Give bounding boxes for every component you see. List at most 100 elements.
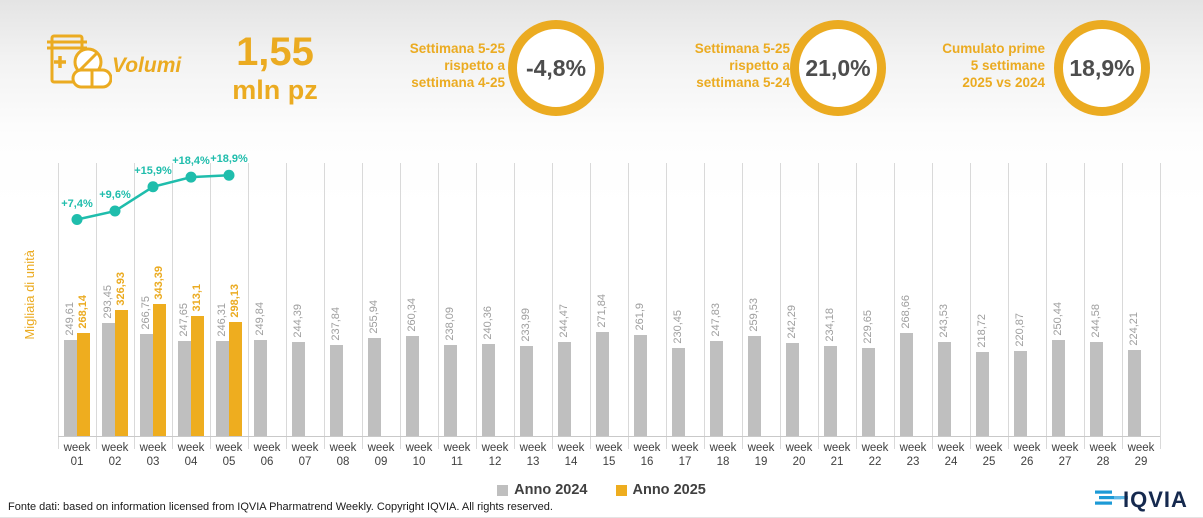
x-axis-tick-label: week 08 — [329, 442, 357, 468]
bar-value-2024: 249,84 — [253, 302, 266, 336]
category-gridline — [438, 163, 439, 449]
bar-value-2024: 243,53 — [937, 304, 950, 338]
bar-anno-2024 — [216, 341, 229, 436]
category-gridline — [96, 163, 97, 449]
bar-value-2024: 238,09 — [443, 307, 456, 341]
legend-swatch-2024 — [497, 484, 509, 496]
bar-anno-2024 — [596, 332, 609, 436]
category-gridline — [1160, 163, 1161, 449]
x-axis-tick-label: week 29 — [1127, 442, 1155, 468]
bar-anno-2024 — [976, 352, 989, 436]
y-axis-label: Migliaia di unità — [22, 250, 37, 340]
category-gridline — [590, 163, 591, 449]
x-axis-tick-label: week 09 — [367, 442, 395, 468]
legend-swatch-2025 — [615, 484, 627, 496]
category-gridline — [1008, 163, 1009, 449]
bar-value-2025: 326,93 — [114, 272, 127, 306]
growth-line-marker — [185, 171, 197, 183]
bar-value-2024: 220,87 — [1013, 313, 1026, 347]
bar-anno-2024 — [1052, 340, 1065, 436]
bar-value-2024: 255,94 — [367, 300, 380, 334]
bar-anno-2024 — [1090, 342, 1103, 436]
bar-anno-2024 — [824, 346, 837, 436]
category-gridline — [552, 163, 553, 449]
bar-value-2024: 260,34 — [405, 298, 418, 332]
x-axis-tick-label: week 18 — [709, 442, 737, 468]
category-gridline — [324, 163, 325, 449]
kpi-circle-year-over-year: 21,0% — [790, 20, 886, 116]
category-gridline — [514, 163, 515, 449]
bar-value-2024: 234,18 — [823, 308, 836, 342]
x-axis-tick-label: week 06 — [253, 442, 281, 468]
growth-line-value: +18,9% — [210, 153, 248, 166]
category-gridline — [286, 163, 287, 449]
category-gridline — [362, 163, 363, 449]
bar-anno-2025 — [191, 316, 204, 436]
x-axis-tick-label: week 21 — [823, 442, 851, 468]
svg-text:IQVIA: IQVIA — [1123, 487, 1188, 512]
category-gridline — [742, 163, 743, 449]
legend-label-2024: Anno 2024 — [514, 482, 588, 498]
bar-anno-2024 — [1014, 351, 1027, 436]
bar-anno-2024 — [482, 344, 495, 436]
kpi-label-cumulative: Cumulato prime 5 settimane 2025 vs 2024 — [942, 41, 1045, 90]
category-gridline — [172, 163, 173, 449]
kpi-value-cumulative: 18,9% — [1069, 54, 1135, 81]
x-axis-tick-label: week 27 — [1051, 442, 1079, 468]
bar-value-2024: 247,65 — [177, 303, 190, 337]
bar-value-2025: 343,39 — [152, 266, 165, 300]
bar-value-2024: 259,53 — [747, 298, 760, 332]
bar-anno-2024 — [672, 348, 685, 436]
growth-line-marker — [147, 181, 159, 193]
bar-value-2024: 230,45 — [671, 310, 684, 344]
bar-anno-2024 — [140, 334, 153, 436]
bar-anno-2024 — [520, 346, 533, 436]
kpi-value-year-over-year: 21,0% — [805, 54, 871, 81]
category-gridline — [1122, 163, 1123, 449]
category-gridline — [476, 163, 477, 449]
x-axis-tick-label: week 02 — [101, 442, 129, 468]
bar-anno-2024 — [710, 341, 723, 436]
legend-item-2025: Anno 2025 — [615, 482, 706, 498]
bar-value-2024: 244,47 — [557, 304, 570, 338]
bar-anno-2024 — [634, 335, 647, 436]
category-gridline — [400, 163, 401, 449]
x-axis-tick-label: week 14 — [557, 442, 585, 468]
bar-value-2024: 224,21 — [1127, 312, 1140, 346]
kpi-label-year-over-year: Settimana 5-25 rispetto a settimana 5-24 — [694, 41, 790, 90]
bar-anno-2024 — [368, 338, 381, 436]
bar-value-2024: 293,45 — [101, 285, 114, 319]
bar-value-2024: 246,31 — [215, 303, 228, 337]
category-gridline — [894, 163, 895, 449]
bar-anno-2025 — [153, 304, 166, 436]
x-axis-tick-label: week 15 — [595, 442, 623, 468]
category-gridline — [666, 163, 667, 449]
category-gridline — [248, 163, 249, 449]
growth-line-value: +18,4% — [172, 155, 210, 168]
bar-value-2025: 313,1 — [190, 284, 203, 312]
x-axis-line — [58, 436, 1160, 437]
bar-value-2024: 271,84 — [595, 294, 608, 328]
kpi-value-week-over-week: -4,8% — [525, 54, 587, 81]
bar-value-2024: 218,72 — [975, 314, 988, 348]
section-title: Volumi — [112, 54, 182, 77]
category-gridline — [970, 163, 971, 449]
bar-value-2024: 250,44 — [1051, 302, 1064, 336]
bar-value-2024: 240,36 — [481, 306, 494, 340]
x-axis-tick-label: week 23 — [899, 442, 927, 468]
total-volume-value: 1,55 — [236, 30, 314, 74]
volumes-pills-icon — [46, 26, 113, 95]
x-axis-tick-label: week 16 — [633, 442, 661, 468]
x-axis-tick-label: week 26 — [1013, 442, 1041, 468]
x-axis-tick-label: week 04 — [177, 442, 205, 468]
x-axis-tick-label: week 12 — [481, 442, 509, 468]
kpi-circle-week-over-week: -4,8% — [508, 20, 604, 116]
bar-anno-2024 — [938, 342, 951, 436]
category-gridline — [58, 163, 59, 449]
bar-value-2024: 249,61 — [63, 302, 76, 336]
category-gridline — [780, 163, 781, 449]
x-axis-tick-label: week 24 — [937, 442, 965, 468]
x-axis-tick-label: week 19 — [747, 442, 775, 468]
iqvia-logo: IQVIA — [1093, 483, 1188, 518]
